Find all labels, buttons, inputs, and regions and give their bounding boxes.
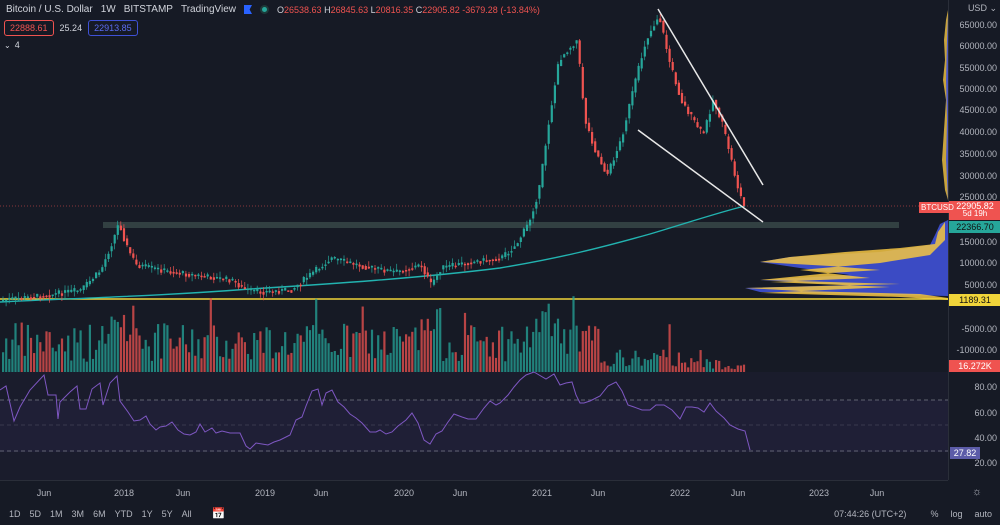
chart-svg bbox=[0, 8, 948, 452]
volume-bars bbox=[2, 296, 746, 372]
price-label: 40000.00 bbox=[959, 127, 997, 137]
range-ytd[interactable]: YTD bbox=[114, 508, 133, 519]
ohlc-values: O26538.63 H26845.63 L20816.35 C22905.82 … bbox=[277, 4, 540, 15]
market-status-icon[interactable] bbox=[260, 5, 269, 14]
rsi-value-tag: 27.82 bbox=[950, 447, 980, 459]
time-label: Jun bbox=[36, 488, 52, 498]
currency-selector[interactable]: USD ⌄ bbox=[967, 3, 997, 13]
open-value: 26538.63 bbox=[284, 4, 322, 15]
rsi-label: 20.00 bbox=[974, 458, 997, 468]
time-label: 2021 bbox=[531, 488, 553, 498]
wedge-lower-trendline bbox=[637, 129, 764, 223]
time-label: 2023 bbox=[808, 488, 830, 498]
time-axis[interactable]: Jun 2018 Jun 2019 Jun 2020 Jun 2021 Jun 2022 Jun 20… bbox=[0, 480, 948, 502]
last-price-tag: 22905.82 5d 19h bbox=[949, 201, 1000, 220]
range-6m[interactable]: 6M bbox=[93, 508, 106, 519]
time-label: Jun bbox=[452, 488, 468, 498]
range-1m[interactable]: 1M bbox=[50, 508, 63, 519]
rsi-label: 40.00 bbox=[974, 433, 997, 443]
bottom-right-toolbar: 07:44:26 (UTC+2) % log auto bbox=[834, 502, 992, 525]
price-label: -5000.00 bbox=[961, 324, 997, 334]
time-label: 2022 bbox=[669, 488, 691, 498]
wedge-upper-trendline bbox=[657, 8, 764, 186]
range-1y[interactable]: 1Y bbox=[141, 508, 153, 519]
sell-button[interactable]: 22888.61 bbox=[4, 20, 54, 36]
close-value: 22905.82 bbox=[422, 4, 460, 15]
range-all[interactable]: All bbox=[181, 508, 192, 519]
range-1d[interactable]: 1D bbox=[9, 508, 21, 519]
rsi-label: 60.00 bbox=[974, 408, 997, 418]
low-value: 20816.35 bbox=[375, 4, 414, 15]
flag-icon[interactable] bbox=[244, 5, 252, 14]
auto-toggle[interactable]: auto bbox=[974, 508, 992, 519]
symbol-tag: BTCUSD bbox=[919, 202, 956, 213]
chevron-down-icon: ⌄ bbox=[4, 40, 11, 50]
volume-profile bbox=[745, 10, 948, 300]
range-5d[interactable]: 5D bbox=[29, 508, 42, 519]
time-label: Jun bbox=[313, 488, 329, 498]
buy-button[interactable]: 22913.85 bbox=[88, 20, 138, 36]
symbol-title[interactable]: Bitcoin / U.S. Dollar bbox=[6, 4, 93, 15]
price-label: 50000.00 bbox=[959, 84, 997, 94]
settings-gear-icon[interactable]: ☼ bbox=[972, 486, 983, 498]
horizontal-line-tag: 1189.31 bbox=[949, 294, 1000, 306]
ma-value-tag: 22366.70 bbox=[949, 221, 1000, 233]
indicators-toggle[interactable]: ⌄ 4 bbox=[4, 40, 20, 50]
price-label: -10000.00 bbox=[956, 345, 997, 355]
time-label: 2020 bbox=[393, 488, 415, 498]
price-label: 30000.00 bbox=[959, 171, 997, 181]
price-label: 45000.00 bbox=[959, 105, 997, 115]
time-label: Jun bbox=[175, 488, 191, 498]
log-toggle[interactable]: log bbox=[950, 508, 963, 519]
volume-tag: 16.272K bbox=[949, 360, 1000, 372]
bid-ask-row: 22888.61 25.24 22913.85 bbox=[4, 20, 138, 36]
price-label: 15000.00 bbox=[959, 237, 997, 247]
price-label: 55000.00 bbox=[959, 63, 997, 73]
candlestick-series bbox=[2, 14, 746, 307]
interval-label[interactable]: 1W bbox=[100, 4, 116, 15]
support-zone bbox=[103, 222, 899, 228]
price-axis[interactable]: USD ⌄ 65000.00 60000.00 55000.00 50000.0… bbox=[948, 0, 1000, 480]
moving-average-line bbox=[0, 205, 746, 303]
chart-canvas[interactable]: Bitcoin / U.S. Dollar 1W BITSTAMP Tradin… bbox=[0, 0, 948, 480]
change-pct: (-13.84%) bbox=[500, 4, 540, 15]
time-label: Jun bbox=[590, 488, 606, 498]
range-3m[interactable]: 3M bbox=[71, 508, 85, 519]
chart-legend: Bitcoin / U.S. Dollar 1W BITSTAMP Tradin… bbox=[6, 4, 540, 15]
change-value: -3679.28 bbox=[462, 4, 498, 15]
percent-toggle[interactable]: % bbox=[930, 508, 939, 519]
price-label: 10000.00 bbox=[959, 258, 997, 268]
price-label: 35000.00 bbox=[959, 149, 997, 159]
time-label: 2019 bbox=[254, 488, 276, 498]
clock[interactable]: 07:44:26 (UTC+2) bbox=[834, 508, 907, 519]
go-to-date-icon[interactable]: 📅 bbox=[211, 508, 226, 520]
high-value: 26845.63 bbox=[330, 4, 369, 15]
rsi-line bbox=[0, 371, 751, 451]
bar-countdown: 5d 19h bbox=[962, 209, 988, 218]
bottom-toolbar: 1D 5D 1M 3M 6M YTD 1Y 5Y All 📅 bbox=[0, 502, 1000, 525]
indicators-count: 4 bbox=[14, 40, 20, 50]
spread-value: 25.24 bbox=[59, 23, 83, 33]
source-label: TradingView bbox=[180, 4, 236, 15]
rsi-label: 80.00 bbox=[974, 382, 997, 392]
price-label: 65000.00 bbox=[959, 20, 997, 30]
time-label: Jun bbox=[869, 488, 885, 498]
price-label: 60000.00 bbox=[959, 41, 997, 51]
price-label: 5000.00 bbox=[964, 280, 997, 290]
exchange-label: BITSTAMP bbox=[123, 4, 173, 15]
time-label: 2018 bbox=[113, 488, 135, 498]
time-label: Jun bbox=[730, 488, 746, 498]
range-5y[interactable]: 5Y bbox=[161, 508, 173, 519]
price-label: 25000.00 bbox=[959, 192, 997, 202]
